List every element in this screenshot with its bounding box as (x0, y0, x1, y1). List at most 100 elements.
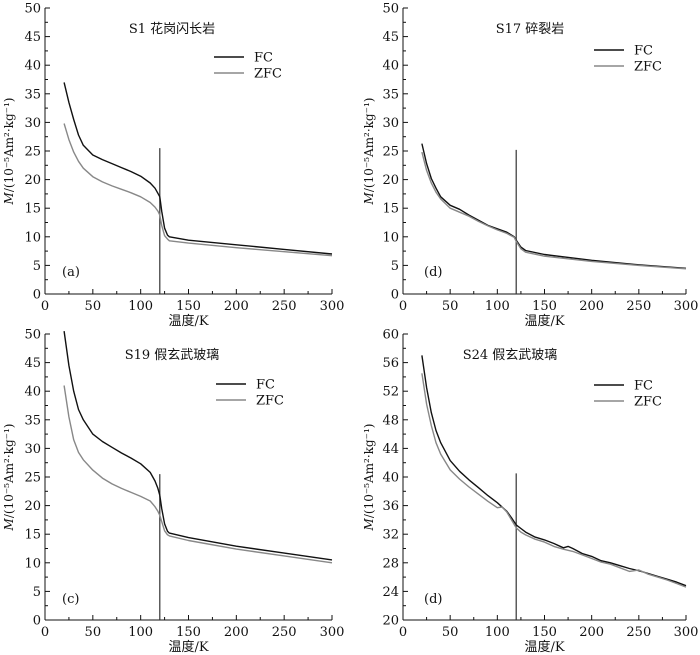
series-line-fc (63, 331, 333, 561)
series-line-fc (421, 355, 687, 587)
y-axis-label-unit: /(10⁻⁵Am²·kg⁻¹) (2, 424, 16, 519)
x-tick-label: 0 (41, 625, 49, 640)
y-tick-label: 0 (33, 614, 41, 629)
x-tick-label: 100 (128, 625, 153, 640)
y-tick-label: 36 (382, 499, 399, 514)
chart-title: S24 假玄武玻璃 (463, 348, 558, 363)
y-tick-label: 0 (391, 288, 399, 303)
y-tick-label: 50 (24, 328, 41, 343)
y-tick-label: 45 (382, 30, 399, 45)
y-tick-label: 40 (382, 59, 399, 74)
x-tick-label: 250 (626, 299, 651, 314)
y-tick-label: 0 (33, 288, 41, 303)
y-axis-label-symbol: M (2, 191, 16, 205)
y-axis-label-symbol: M (362, 517, 376, 531)
y-tick-label: 50 (24, 2, 41, 17)
series-line-fc (63, 82, 333, 255)
y-tick-label: 44 (382, 442, 399, 457)
x-tick-label: 250 (272, 299, 297, 314)
y-tick-label: 45 (24, 30, 41, 45)
x-axis-label: 温度/K (524, 639, 564, 655)
panel-s17: 0 5 10 15 20 25 30 35 40 45 50 0 50 100 150 200 250 300 温度… (362, 2, 698, 330)
y-tick-label: 60 (382, 328, 399, 343)
y-axis-label-symbol: M (362, 191, 376, 205)
y-tick-label: 28 (382, 556, 399, 571)
legend-label-zfc: ZFC (256, 394, 284, 409)
y-axis-label-unit: /(10⁻⁵Am²·kg⁻¹) (362, 424, 376, 519)
y-tick-label: 32 (382, 528, 399, 543)
x-axis-label: 温度/K (168, 639, 208, 655)
series-line-zfc (421, 151, 687, 270)
legend-label-zfc: ZFC (634, 60, 662, 75)
legend-label-fc: FC (634, 379, 653, 394)
y-tick-label: 45 (24, 356, 41, 371)
y-axis-label: M/(10⁻⁵Am²·kg⁻¹) (362, 98, 376, 206)
series-line-fc (421, 143, 687, 269)
y-tick-label: 20 (382, 614, 399, 629)
y-tick-label: 35 (382, 87, 399, 102)
y-tick-label: 5 (33, 259, 41, 274)
y-tick-label: 20 (24, 499, 41, 514)
x-tick-label: 200 (579, 625, 604, 640)
panel-label: (c) (62, 592, 79, 607)
x-tick-label: 50 (85, 625, 102, 640)
legend-label-zfc: ZFC (634, 395, 662, 410)
x-tick-label: 0 (399, 299, 407, 314)
y-tick-label: 15 (24, 528, 41, 543)
legend-label-fc: FC (254, 51, 273, 66)
y-tick-label: 48 (382, 413, 399, 428)
y-tick-label: 25 (24, 145, 41, 160)
y-tick-label: 30 (24, 442, 41, 457)
x-tick-label: 100 (485, 625, 510, 640)
y-tick-label: 52 (382, 385, 399, 400)
y-tick-label: 35 (24, 413, 41, 428)
x-tick-label: 200 (224, 625, 249, 640)
y-tick-label: 40 (24, 59, 41, 74)
panel-s24: 20 24 28 32 36 40 44 48 52 56 60 0 50 100 150 200 250 300… (362, 328, 698, 655)
x-tick-label: 300 (674, 299, 699, 314)
y-axis-label: M/(10⁻⁵Am²·kg⁻¹) (2, 98, 16, 206)
x-tick-label: 150 (532, 299, 557, 314)
x-tick-label: 200 (579, 299, 604, 314)
x-tick-label: 150 (532, 625, 557, 640)
x-tick-label: 50 (85, 299, 102, 314)
x-tick-label: 50 (442, 625, 459, 640)
y-tick-label: 5 (33, 585, 41, 600)
y-axis-label: M/(10⁻⁵Am²·kg⁻¹) (2, 424, 16, 532)
x-tick-label: 100 (128, 299, 153, 314)
y-tick-label: 56 (382, 356, 399, 371)
x-tick-label: 50 (442, 299, 459, 314)
y-tick-label: 25 (382, 145, 399, 160)
y-tick-label: 40 (24, 385, 41, 400)
x-tick-label: 0 (399, 625, 407, 640)
x-tick-label: 250 (626, 625, 651, 640)
chart-title: S17 碎裂岩 (496, 22, 565, 37)
series-line-zfc (63, 385, 333, 564)
y-tick-label: 24 (382, 585, 399, 600)
legend-label-fc: FC (256, 378, 275, 393)
y-tick-label: 20 (24, 173, 41, 188)
series-line-zfc (63, 123, 333, 257)
y-axis-label: M/(10⁻⁵Am²·kg⁻¹) (362, 424, 376, 532)
y-tick-label: 10 (382, 230, 399, 245)
y-axis-label-symbol: M (2, 517, 16, 531)
legend-label-zfc: ZFC (254, 67, 282, 82)
x-tick-label: 300 (320, 299, 345, 314)
panel-label: (d) (424, 265, 442, 280)
x-tick-label: 100 (485, 299, 510, 314)
y-tick-label: 15 (382, 202, 399, 217)
series-line-zfc (421, 373, 687, 588)
y-tick-label: 40 (382, 471, 399, 486)
x-tick-label: 0 (41, 299, 49, 314)
y-tick-label: 35 (24, 87, 41, 102)
y-tick-label: 25 (24, 471, 41, 486)
panel-label: (d) (424, 592, 442, 607)
y-tick-label: 50 (382, 2, 399, 17)
x-axis-label: 温度/K (524, 313, 564, 329)
x-tick-label: 300 (674, 625, 699, 640)
y-tick-label: 30 (382, 116, 399, 131)
x-tick-label: 200 (224, 299, 249, 314)
y-tick-label: 10 (24, 556, 41, 571)
x-tick-label: 150 (176, 299, 201, 314)
y-tick-label: 10 (24, 230, 41, 245)
